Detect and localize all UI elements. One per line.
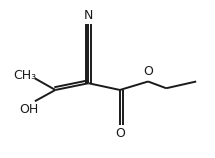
Text: CH₃: CH₃ — [14, 69, 37, 82]
Text: OH: OH — [19, 103, 38, 116]
Text: N: N — [84, 9, 93, 22]
Text: O: O — [115, 127, 125, 140]
Text: O: O — [143, 65, 153, 78]
